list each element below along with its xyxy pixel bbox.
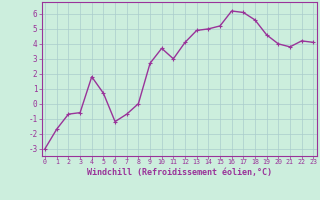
X-axis label: Windchill (Refroidissement éolien,°C): Windchill (Refroidissement éolien,°C) — [87, 168, 272, 177]
